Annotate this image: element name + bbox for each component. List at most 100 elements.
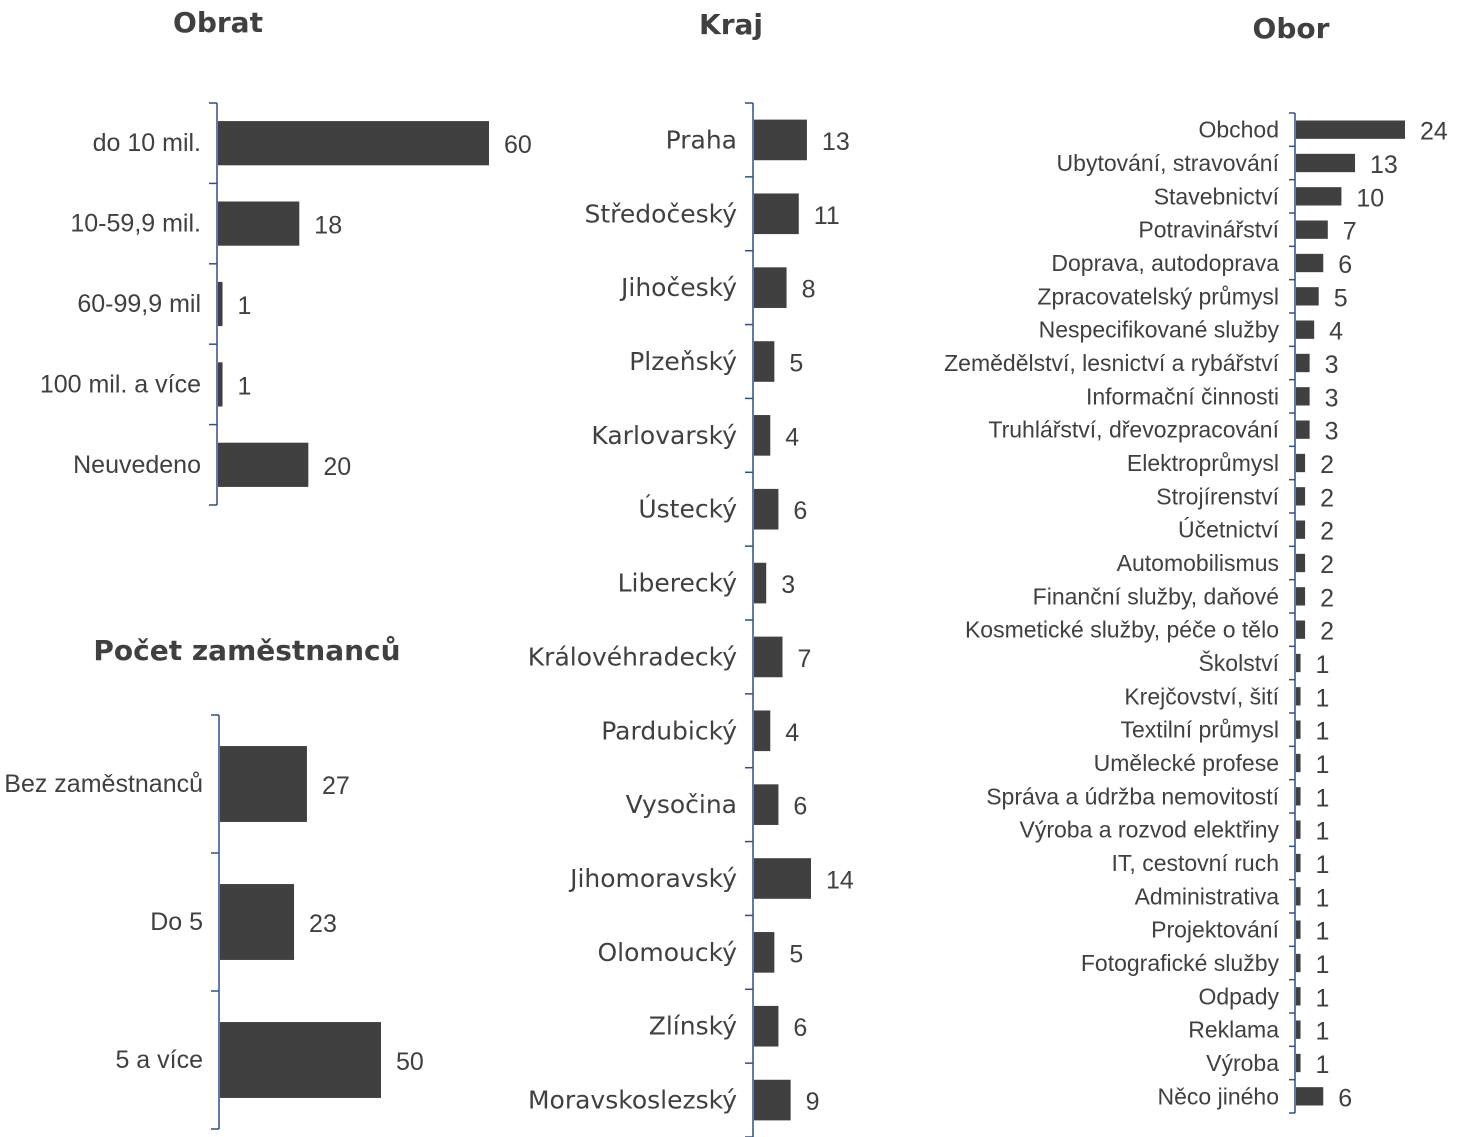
kraj-category-label: Praha [666, 125, 737, 154]
kraj-data-label: 9 [806, 1088, 820, 1116]
kraj-bar [754, 415, 771, 456]
kraj-data-label: 5 [789, 350, 803, 378]
obor-data-label: 5 [1334, 284, 1348, 312]
obrat-category-label: 60-99,9 mil [77, 290, 201, 318]
kraj-category-label: Olomoucký [597, 938, 737, 967]
obor-data-label: 13 [1370, 151, 1398, 179]
kraj-bar [754, 1005, 779, 1047]
obor-data-label: 2 [1320, 551, 1334, 579]
obor-category-label: Školství [1198, 649, 1279, 676]
obor-category-label: Fotografické služby [1081, 950, 1280, 976]
obor-bar [1296, 553, 1306, 573]
obor-category-label: Doprava, autodoprava [1051, 250, 1279, 276]
obrat-bar [218, 281, 223, 327]
obor-bar [1296, 853, 1301, 873]
obor-category-label: Projektování [1151, 917, 1279, 943]
obor-bar [1296, 420, 1310, 439]
kraj-data-label: 3 [781, 571, 795, 599]
chart-title-pocet-zamestnancu: Počet zaměstnanců [93, 634, 401, 667]
obor-bar [1296, 1087, 1324, 1106]
obor-data-label: 1 [1316, 951, 1330, 979]
kraj-data-label: 6 [793, 793, 807, 821]
obor-category-label: Účetnictví [1178, 517, 1280, 543]
kraj-bar [754, 267, 787, 308]
obor-bar [1296, 953, 1301, 973]
kraj-bar [754, 636, 783, 678]
obor-category-label: Informační činnosti [1086, 383, 1279, 409]
obor-bar [1296, 687, 1301, 706]
obor-category-label: Něco jiného [1158, 1083, 1279, 1109]
obor-data-label: 1 [1316, 751, 1330, 779]
pocet-data-label: 50 [396, 1048, 424, 1076]
kraj-category-label: Liberecký [618, 569, 738, 598]
kraj-category-label: Moravskoslezský [528, 1086, 737, 1115]
obor-data-label: 1 [1316, 684, 1330, 712]
obor-bar [1296, 720, 1301, 739]
obor-bar [1296, 653, 1301, 673]
obor-bar [1296, 187, 1342, 206]
obor-category-label: Stavebnictví [1154, 183, 1280, 209]
obor-bar [1296, 253, 1324, 273]
obor-category-label: Zpracovatelský průmysl [1037, 283, 1279, 309]
kraj-category-label: Zlínský [649, 1012, 737, 1041]
obor-data-label: 2 [1320, 618, 1334, 646]
obor-bar [1296, 1020, 1301, 1039]
kraj-bar [754, 932, 775, 973]
obor-category-label: Umělecké profese [1094, 750, 1279, 776]
kraj-category-label: Středočeský [585, 199, 738, 228]
obor-category-label: Administrativa [1135, 883, 1280, 909]
obor-category-label: Reklama [1188, 1017, 1279, 1043]
pocet-data-label: 27 [322, 772, 350, 800]
obrat-data-label: 20 [323, 453, 351, 481]
obor-bar [1296, 920, 1301, 939]
obrat-data-label: 18 [314, 212, 342, 240]
kraj-data-label: 6 [793, 497, 807, 525]
pocet-category-label: Bez zaměstnanců [4, 770, 203, 798]
kraj-category-label: Ústecký [638, 494, 737, 524]
obrat-bar [218, 442, 309, 487]
obor-category-label: Zemědělství, lesnictví a rybářství [944, 350, 1279, 376]
obor-bar [1296, 353, 1310, 373]
obor-data-label: 1 [1316, 884, 1330, 912]
obor-category-label: Strojírenství [1156, 483, 1279, 509]
obor-category-label: Výroba a rozvod elektřiny [1019, 817, 1279, 843]
obor-data-label: 2 [1320, 484, 1334, 512]
obor-category-label: Obchod [1198, 117, 1279, 143]
obor-bar [1296, 620, 1306, 639]
obor-data-label: 3 [1325, 418, 1339, 446]
obor-data-label: 7 [1343, 218, 1357, 246]
obrat-data-label: 1 [238, 292, 252, 320]
obor-data-label: 1 [1316, 918, 1330, 946]
kraj-bar [754, 562, 767, 604]
obor-data-label: 2 [1320, 518, 1334, 546]
pocet-category-label: Do 5 [150, 908, 203, 936]
obor-data-label: 1 [1316, 1051, 1330, 1079]
obrat-category-label: Neuvedeno [73, 451, 201, 479]
obor-data-label: 10 [1356, 184, 1384, 212]
obor-category-label: Textilní průmysl [1121, 717, 1279, 743]
obor-bar [1296, 153, 1356, 173]
obor-bar [1296, 487, 1306, 506]
obor-bar [1296, 787, 1301, 806]
obor-bar [1296, 753, 1301, 773]
obor-data-label: 3 [1325, 351, 1339, 379]
obor-bar [1296, 287, 1319, 306]
kraj-category-label: Jihomoravský [568, 864, 737, 893]
obor-data-label: 1 [1316, 784, 1330, 812]
obor-bar [1296, 587, 1306, 606]
obor-bar [1296, 1053, 1301, 1073]
obor-category-label: Nespecifikované služby [1039, 317, 1280, 343]
kraj-data-label: 7 [798, 645, 812, 673]
obor-data-label: 24 [1420, 118, 1448, 146]
kraj-bar [754, 710, 771, 752]
obrat-category-label: do 10 mil. [93, 129, 201, 157]
obor-data-label: 6 [1338, 251, 1352, 279]
kraj-data-label: 11 [814, 202, 840, 230]
obrat-category-label: 10-59,9 mil. [70, 210, 201, 238]
obor-bar [1296, 387, 1310, 406]
kraj-bar [754, 784, 779, 825]
chart-title-obrat: Obrat [173, 6, 263, 39]
obor-category-label: Krejčovství, šití [1124, 683, 1279, 709]
obor-data-label: 6 [1338, 1084, 1352, 1112]
kraj-bar [754, 119, 807, 161]
